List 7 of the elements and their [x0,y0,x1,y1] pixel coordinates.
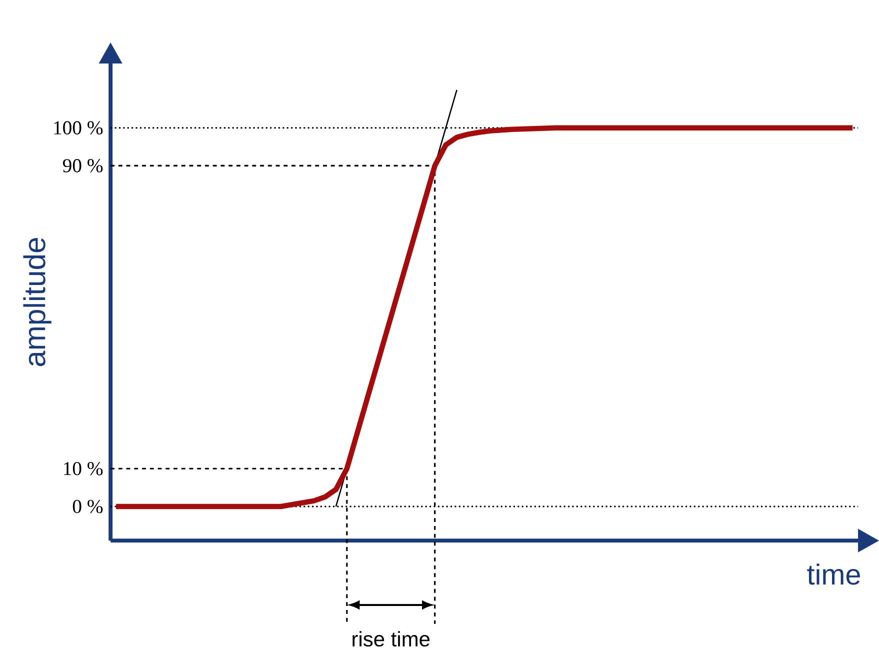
y-tick-label: 100 % [54,121,103,135]
y-tick-label: 0 % [72,500,103,514]
y-tick-label: 90 % [62,159,103,172]
x-axis-title: time [807,564,860,585]
text: rise time [352,631,430,647]
y-tick-label: 10 % [64,462,103,476]
y-axis-title: amplitude [23,238,52,366]
